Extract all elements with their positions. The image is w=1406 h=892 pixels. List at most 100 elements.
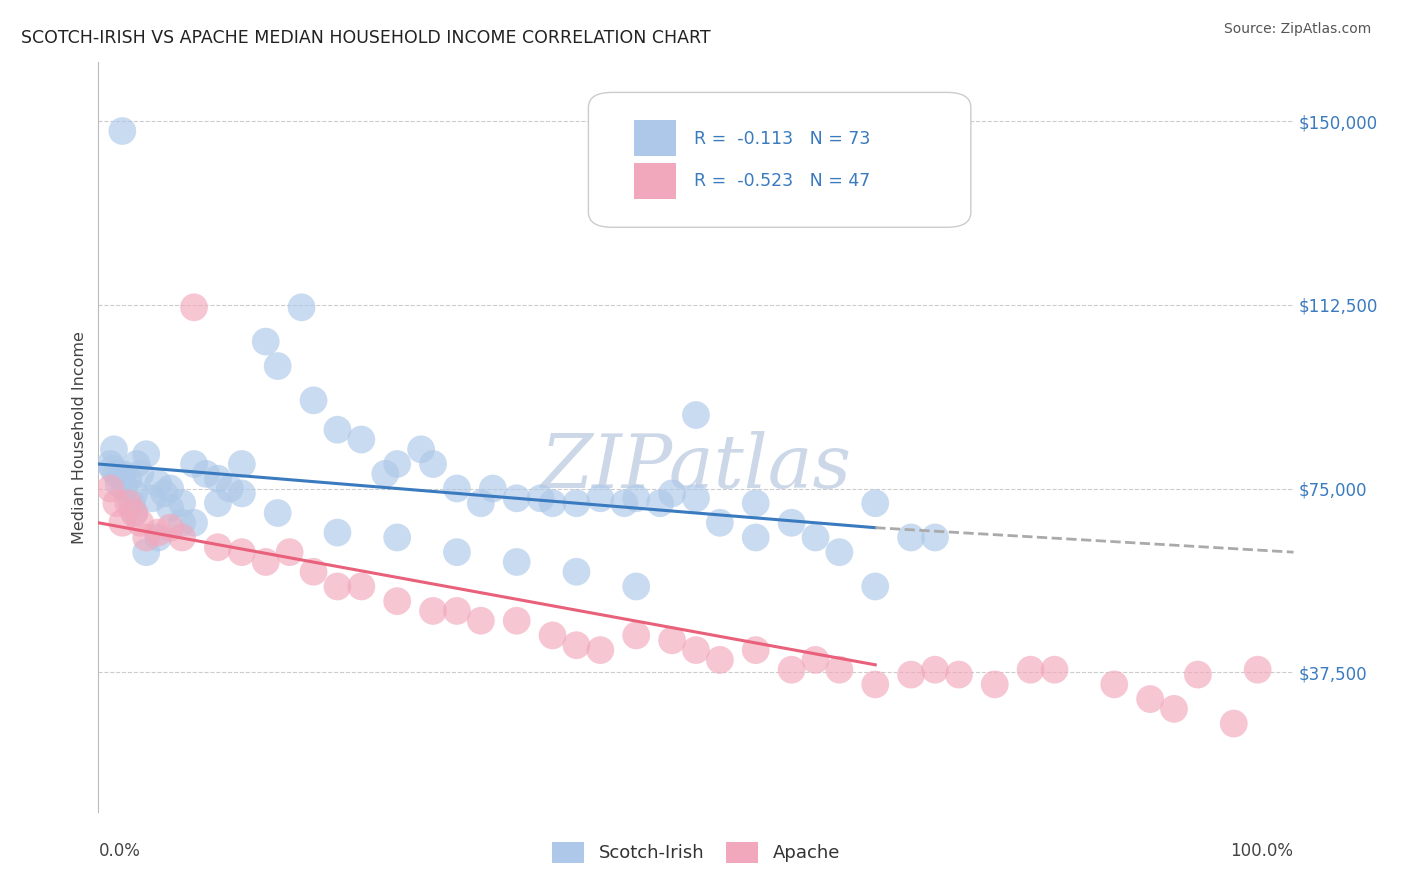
FancyBboxPatch shape [634, 120, 676, 156]
Point [828, 545, 851, 559]
Point [105, 467, 128, 481]
Point [159, 521, 181, 535]
Point [530, 491, 553, 506]
Point [446, 545, 468, 559]
Point [661, 486, 683, 500]
Point [506, 614, 529, 628]
Point [385, 594, 409, 608]
Point [541, 496, 564, 510]
Point [302, 565, 325, 579]
Point [1223, 716, 1246, 731]
Point [506, 491, 529, 506]
Point [900, 667, 922, 681]
Point [231, 545, 253, 559]
Point [98, 457, 122, 471]
Point [745, 496, 768, 510]
Point [685, 491, 707, 506]
Text: Source: ZipAtlas.com: Source: ZipAtlas.com [1223, 22, 1371, 37]
Point [411, 442, 433, 457]
Point [1163, 702, 1185, 716]
Point [506, 555, 529, 569]
Point [350, 433, 373, 447]
Point [183, 457, 205, 471]
FancyBboxPatch shape [589, 93, 972, 227]
Point [984, 677, 1007, 691]
Point [565, 565, 588, 579]
Text: SCOTCH-IRISH VS APACHE MEDIAN HOUSEHOLD INCOME CORRELATION CHART: SCOTCH-IRISH VS APACHE MEDIAN HOUSEHOLD … [21, 29, 710, 47]
Point [589, 643, 612, 657]
Point [148, 476, 170, 491]
Point [254, 555, 277, 569]
Point [148, 525, 170, 540]
Point [117, 496, 139, 510]
Point [650, 496, 672, 510]
Point [745, 531, 768, 545]
Point [231, 457, 253, 471]
Text: 100.0%: 100.0% [1230, 842, 1294, 860]
Point [105, 496, 128, 510]
Point [302, 393, 325, 408]
Point [828, 663, 851, 677]
Point [183, 516, 205, 530]
Point [153, 486, 176, 500]
Point [780, 516, 803, 530]
Point [626, 628, 648, 642]
Point [111, 467, 134, 481]
Point [114, 482, 136, 496]
Point [1019, 663, 1042, 677]
Point [804, 531, 827, 545]
Point [124, 506, 146, 520]
Point [195, 467, 218, 481]
Point [135, 531, 157, 545]
Point [135, 447, 157, 461]
Point [129, 516, 152, 530]
Point [626, 491, 648, 506]
Point [159, 501, 181, 516]
Point [267, 359, 290, 373]
Legend: Scotch-Irish, Apache: Scotch-Irish, Apache [544, 835, 848, 870]
Point [172, 516, 194, 530]
Point [626, 579, 648, 593]
Point [709, 653, 731, 667]
Point [470, 614, 492, 628]
Point [125, 457, 148, 471]
Point [924, 531, 946, 545]
Point [172, 496, 194, 510]
Point [865, 496, 887, 510]
Point [291, 301, 314, 315]
Point [135, 545, 157, 559]
Point [541, 628, 564, 642]
Point [565, 638, 588, 652]
Point [326, 579, 349, 593]
Point [207, 541, 229, 555]
Point [267, 506, 290, 520]
Point [948, 667, 970, 681]
Point [1104, 677, 1126, 691]
Point [613, 496, 636, 510]
Y-axis label: Median Household Income: Median Household Income [72, 331, 87, 543]
Point [98, 482, 122, 496]
Point [1247, 663, 1270, 677]
Point [350, 579, 373, 593]
Point [207, 472, 229, 486]
Point [1139, 692, 1161, 706]
Point [804, 653, 827, 667]
Point [121, 496, 143, 510]
Point [422, 457, 444, 471]
Point [278, 545, 301, 559]
Point [172, 531, 194, 545]
Point [685, 408, 707, 422]
Text: R =  -0.523   N = 47: R = -0.523 N = 47 [693, 172, 870, 190]
Point [422, 604, 444, 618]
Point [124, 486, 146, 500]
Point [231, 486, 253, 500]
Text: R =  -0.113   N = 73: R = -0.113 N = 73 [693, 130, 870, 148]
Point [900, 531, 922, 545]
Point [101, 462, 124, 476]
Point [117, 472, 139, 486]
Point [107, 476, 129, 491]
Point [565, 496, 588, 510]
Point [745, 643, 768, 657]
Point [470, 496, 492, 510]
Text: ZIPatlas: ZIPatlas [540, 431, 852, 503]
